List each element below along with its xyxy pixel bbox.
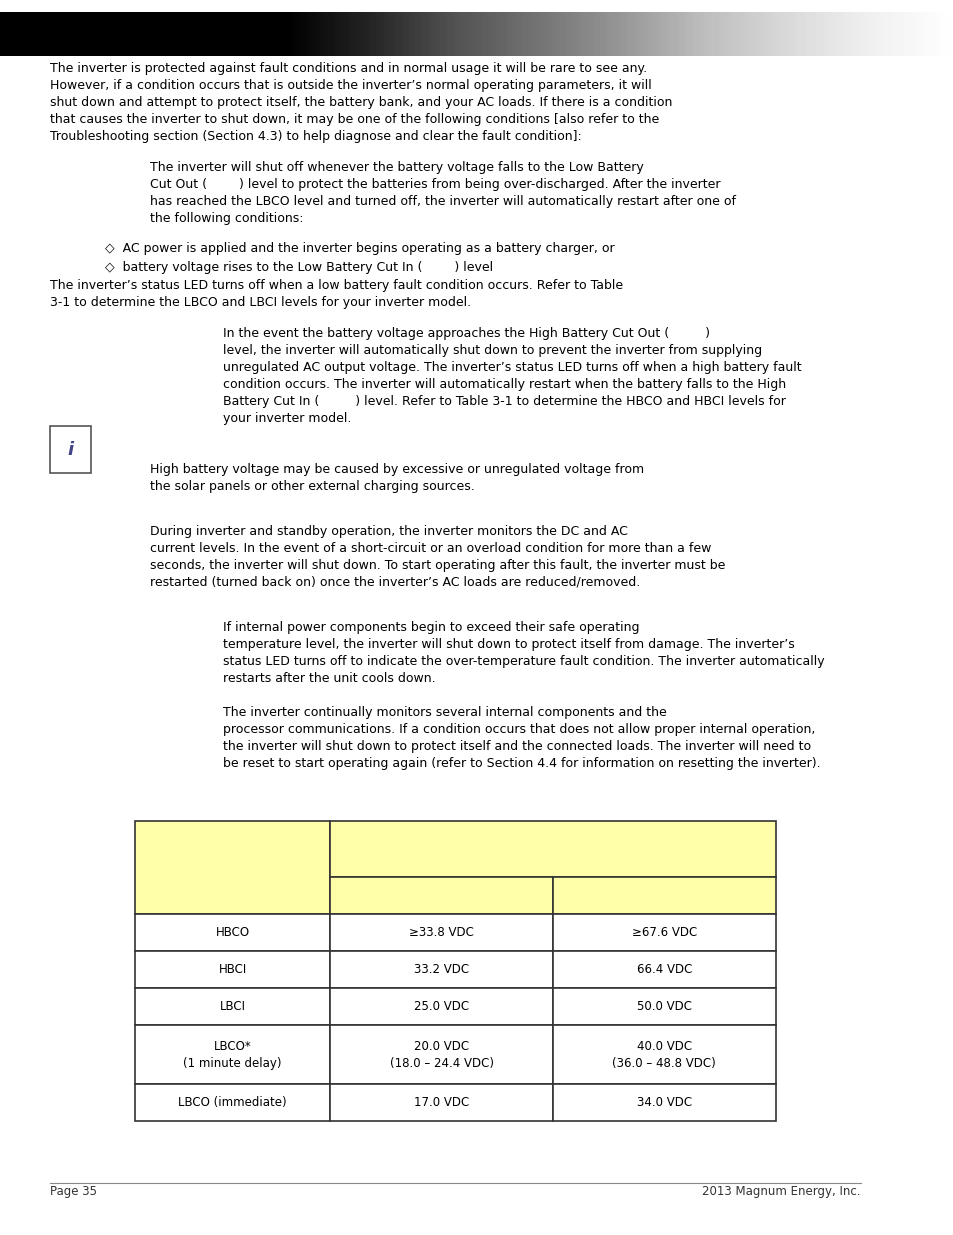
Bar: [330, 914, 552, 951]
Bar: [330, 821, 775, 877]
Bar: [330, 951, 552, 988]
Bar: [134, 1025, 330, 1084]
Text: LBCI: LBCI: [219, 1000, 245, 1013]
Bar: [330, 877, 552, 914]
Bar: [330, 1084, 552, 1121]
Bar: [134, 951, 330, 988]
Bar: [134, 821, 330, 914]
Bar: [134, 914, 330, 951]
Text: The inverter will shut off whenever the battery voltage falls to the Low Battery: The inverter will shut off whenever the …: [150, 161, 736, 225]
Text: During inverter and standby operation, the inverter monitors the DC and AC
curre: During inverter and standby operation, t…: [150, 525, 725, 589]
Bar: [330, 1025, 552, 1084]
Text: 25.0 VDC: 25.0 VDC: [414, 1000, 469, 1013]
Text: ≥33.8 VDC: ≥33.8 VDC: [409, 926, 474, 939]
Bar: [552, 914, 775, 951]
Text: 66.4 VDC: 66.4 VDC: [636, 963, 691, 976]
Text: LBCO*
(1 minute delay): LBCO* (1 minute delay): [183, 1040, 281, 1070]
Bar: [552, 877, 775, 914]
Bar: [552, 988, 775, 1025]
Bar: [134, 988, 330, 1025]
Bar: [134, 1084, 330, 1121]
Text: 20.0 VDC
(18.0 – 24.4 VDC): 20.0 VDC (18.0 – 24.4 VDC): [389, 1040, 493, 1070]
Text: HBCO: HBCO: [215, 926, 250, 939]
Text: ◇  battery voltage rises to the Low Battery Cut In (        ) level: ◇ battery voltage rises to the Low Batte…: [105, 261, 493, 274]
Text: ◇  AC power is applied and the inverter begins operating as a battery charger, o: ◇ AC power is applied and the inverter b…: [105, 242, 614, 256]
Text: 2013 Magnum Energy, Inc.: 2013 Magnum Energy, Inc.: [701, 1184, 860, 1198]
Text: High battery voltage may be caused by excessive or unregulated voltage from
the : High battery voltage may be caused by ex…: [150, 463, 643, 493]
Text: The inverter continually monitors several internal components and the
processor : The inverter continually monitors severa…: [223, 706, 820, 771]
Bar: [552, 951, 775, 988]
Text: 34.0 VDC: 34.0 VDC: [636, 1097, 691, 1109]
Bar: [50, 426, 91, 473]
Text: 50.0 VDC: 50.0 VDC: [636, 1000, 691, 1013]
Text: 40.0 VDC
(36.0 – 48.8 VDC): 40.0 VDC (36.0 – 48.8 VDC): [612, 1040, 716, 1070]
Text: HBCI: HBCI: [218, 963, 247, 976]
Bar: [330, 988, 552, 1025]
Text: Page 35: Page 35: [50, 1184, 97, 1198]
Text: 33.2 VDC: 33.2 VDC: [414, 963, 469, 976]
Bar: [552, 1025, 775, 1084]
Text: i: i: [68, 441, 73, 458]
Bar: [552, 1084, 775, 1121]
Text: LBCO (immediate): LBCO (immediate): [178, 1097, 287, 1109]
Text: 17.0 VDC: 17.0 VDC: [414, 1097, 469, 1109]
Text: ≥67.6 VDC: ≥67.6 VDC: [631, 926, 697, 939]
Text: The inverter is protected against fault conditions and in normal usage it will b: The inverter is protected against fault …: [50, 62, 672, 143]
Text: In the event the battery voltage approaches the High Battery Cut Out (         ): In the event the battery voltage approac…: [223, 327, 801, 425]
Text: If internal power components begin to exceed their safe operating
temperature le: If internal power components begin to ex…: [223, 621, 823, 685]
Text: The inverter’s status LED turns off when a low battery fault condition occurs. R: The inverter’s status LED turns off when…: [50, 279, 622, 309]
